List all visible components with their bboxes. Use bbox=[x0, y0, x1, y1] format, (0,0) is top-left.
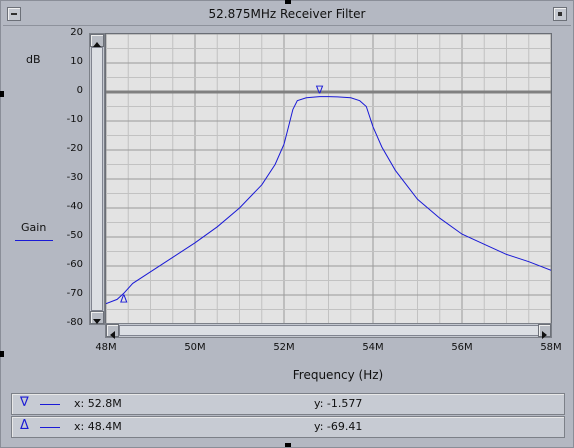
gain-chart: ∇Δ bbox=[105, 33, 552, 325]
marker-1-x: x: 52.8M bbox=[74, 397, 122, 410]
y-tick-label: -30 bbox=[66, 172, 83, 183]
marker-2-y: y: -69.41 bbox=[314, 420, 363, 433]
y-tick-label: -10 bbox=[66, 114, 83, 125]
arrow-up-icon bbox=[93, 42, 101, 47]
y-tick-label: -50 bbox=[66, 230, 83, 241]
window-title: 52.875MHz Receiver Filter bbox=[208, 7, 366, 21]
legend-line-gain bbox=[15, 240, 53, 241]
minimize-button[interactable] bbox=[553, 7, 567, 21]
y-tick-label: -20 bbox=[66, 143, 83, 154]
x-tick-label: 50M bbox=[184, 342, 206, 353]
scroll-up-button[interactable] bbox=[90, 34, 104, 47]
marker-readout-2[interactable]: Δ x: 48.4M y: -69.41 bbox=[11, 416, 565, 438]
legend-entry-gain: Gain bbox=[21, 221, 47, 234]
marker-up-triangle-icon: Δ bbox=[20, 418, 29, 433]
vertical-scroll-thumb[interactable] bbox=[91, 47, 103, 311]
resize-handle-left-top[interactable] bbox=[0, 91, 4, 97]
window-menu-button[interactable] bbox=[7, 7, 21, 21]
x-tick-label: 56M bbox=[451, 342, 473, 353]
window-menu-icon bbox=[11, 13, 17, 15]
arrow-left-icon bbox=[110, 331, 115, 339]
marker-2-line bbox=[40, 427, 60, 428]
horizontal-scroll-thumb[interactable] bbox=[119, 325, 539, 336]
x-axis-label: Frequency (Hz) bbox=[292, 368, 384, 382]
y-tick-label: 0 bbox=[76, 85, 83, 96]
minimize-icon bbox=[558, 12, 562, 16]
marker-2-x: x: 48.4M bbox=[74, 420, 122, 433]
scroll-right-button[interactable] bbox=[538, 324, 551, 339]
y-tick-label: -60 bbox=[66, 259, 83, 270]
resize-handle-bottom[interactable] bbox=[285, 443, 291, 447]
x-tick-label: 58M bbox=[540, 342, 562, 353]
horizontal-scrollbar[interactable] bbox=[105, 323, 552, 339]
plot-area[interactable]: ∇ Δ bbox=[105, 33, 552, 325]
marker-1-point: ∇ bbox=[315, 84, 324, 97]
marker-1-line bbox=[40, 404, 60, 405]
x-tick-label: 52M bbox=[273, 342, 295, 353]
marker-down-triangle-icon: ∇ bbox=[20, 395, 29, 410]
y-tick-label: -70 bbox=[66, 288, 83, 299]
title-bar[interactable]: 52.875MHz Receiver Filter bbox=[3, 3, 571, 26]
arrow-right-icon bbox=[542, 331, 547, 339]
y-axis-label: dB bbox=[26, 53, 41, 66]
arrow-down-icon bbox=[93, 319, 101, 324]
marker-2-point: Δ bbox=[120, 292, 128, 305]
marker-1-y: y: -1.577 bbox=[314, 397, 363, 410]
marker-readout-1[interactable]: ∇ x: 52.8M y: -1.577 bbox=[11, 393, 565, 415]
y-tick-label: 20 bbox=[70, 27, 83, 38]
vertical-scrollbar[interactable] bbox=[89, 33, 105, 325]
scroll-left-button[interactable] bbox=[106, 324, 119, 339]
series-line-gain bbox=[105, 96, 552, 305]
y-tick-label: -80 bbox=[66, 317, 83, 328]
y-tick-label: -40 bbox=[66, 201, 83, 212]
scroll-down-button[interactable] bbox=[90, 311, 104, 324]
x-tick-label: 54M bbox=[362, 342, 384, 353]
y-tick-label: 10 bbox=[70, 56, 83, 67]
resize-handle-left-bottom[interactable] bbox=[0, 351, 4, 357]
x-tick-label: 48M bbox=[95, 342, 117, 353]
resize-handle-top[interactable] bbox=[285, 0, 291, 4]
